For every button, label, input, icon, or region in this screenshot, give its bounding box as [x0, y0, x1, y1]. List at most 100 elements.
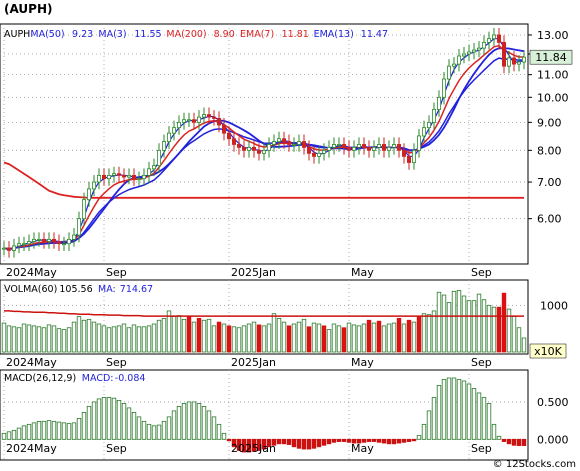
macd-bar-negative [501, 438, 507, 442]
volume-bar-up [426, 314, 432, 353]
volume-bar-up [211, 325, 217, 353]
macd-bar-negative [316, 438, 322, 448]
candle-body [102, 174, 107, 180]
x-axis-label: Sep [106, 442, 127, 455]
volume-bar-up [476, 293, 482, 353]
volume-bar-up [51, 325, 57, 353]
candle-body [396, 144, 401, 151]
x-axis-label: 2025Jan [231, 356, 276, 369]
macd-bar-negative [336, 438, 342, 442]
volume-bar-up [176, 315, 182, 353]
candle-body [326, 146, 331, 151]
x-axis-label: 2024May [6, 266, 57, 279]
macd-bar-positive [461, 380, 467, 440]
volume-bar-up [386, 323, 392, 353]
macd-bar-positive [431, 397, 437, 440]
x-axis-label: Sep [471, 442, 492, 455]
candle-body [306, 146, 311, 154]
candle-body [281, 138, 286, 142]
volume-bar-up [261, 325, 267, 353]
macd-bar-positive [41, 420, 47, 440]
macd-bar-negative [301, 438, 307, 450]
candle-body [276, 138, 281, 142]
candle-body [481, 41, 486, 49]
volume-bar-up [6, 325, 12, 353]
volume-bar-up [101, 325, 107, 353]
volume-bar-up [236, 327, 242, 353]
macd-bar-positive [1, 432, 7, 440]
candle-body [411, 149, 416, 163]
candle-body [231, 138, 236, 145]
volume-bar-up [311, 322, 317, 353]
volume-bar-up [96, 323, 102, 353]
volume-bar-up [111, 326, 117, 353]
candle-body [7, 247, 12, 251]
x-axis-label: Sep [106, 356, 127, 369]
candle-body [476, 47, 481, 51]
volume-bar-up [271, 313, 277, 353]
candle-body [512, 57, 517, 65]
volume-bar-up [471, 300, 477, 353]
volume-bar-up [466, 300, 472, 353]
volume-bar-up [246, 323, 252, 353]
candle-body [141, 174, 146, 180]
volume-unit-label: x10K [534, 345, 563, 358]
macd-bar-negative [306, 438, 312, 450]
volume-bar-up [451, 290, 457, 353]
volume-ma-red [4, 310, 524, 317]
volume-bar-up [16, 327, 22, 353]
macd-bar-positive [496, 435, 502, 440]
macd-bar-negative [291, 438, 297, 448]
volume-bar-up [441, 294, 447, 353]
macd-bar-positive [6, 431, 12, 440]
macd-bar-positive [476, 392, 482, 440]
volume-bar-up [141, 326, 147, 353]
macd-legend-item: MACD: [82, 373, 114, 384]
volume-bar-up [36, 326, 42, 353]
macd-bar-positive [111, 397, 117, 440]
ema13-line [3, 57, 525, 250]
macd-bar-positive [446, 377, 452, 440]
macd-y-ticks: 0.500 0.000 [537, 396, 569, 446]
macd-bar-negative [266, 438, 272, 448]
volume-legend: VOLMA(60) 105.56 MA: 714.67 [4, 284, 153, 295]
candle-body [87, 188, 92, 201]
candle-body [146, 168, 151, 176]
candle-body [186, 119, 191, 122]
candle-body [296, 141, 301, 145]
volume-bar-up [86, 318, 92, 353]
macd-bar-negative [386, 438, 392, 445]
macd-bar-negative [391, 438, 397, 445]
candle-body [11, 245, 16, 251]
volume-legend-item: MA: [98, 284, 116, 295]
macd-bar-positive [146, 423, 152, 440]
price-x-labels: 2024May Sep 2025Jan May Sep [6, 266, 492, 279]
macd-bar-positive [81, 411, 87, 440]
candle-body [466, 51, 471, 55]
macd-bar-negative [311, 438, 317, 449]
candle-body [211, 116, 216, 119]
macd-bar-positive [196, 403, 202, 440]
candle-body [131, 174, 136, 180]
volume-bar-up [516, 327, 522, 353]
volume-bar-up [346, 322, 352, 353]
price-tick-label: 10.00 [537, 91, 569, 104]
volume-bar-up [161, 317, 167, 353]
volume-bar-down [306, 326, 312, 353]
volume-unit-box [529, 343, 567, 359]
macd-bar-negative [396, 438, 402, 444]
candle-body [241, 146, 246, 151]
x-axis-label: May [351, 442, 374, 455]
volume-bar-down [376, 320, 382, 353]
candle-body [112, 173, 117, 176]
x-axis-label: 2024May [6, 442, 57, 455]
volume-bar-up [491, 306, 497, 353]
candle-body [72, 234, 77, 240]
macd-bar-negative [231, 438, 237, 448]
candle-body [346, 146, 351, 151]
macd-bar-positive [416, 435, 422, 440]
macd-bar-positive [91, 401, 97, 440]
macd-bar-negative [276, 438, 282, 445]
volume-bar-down [216, 321, 222, 353]
